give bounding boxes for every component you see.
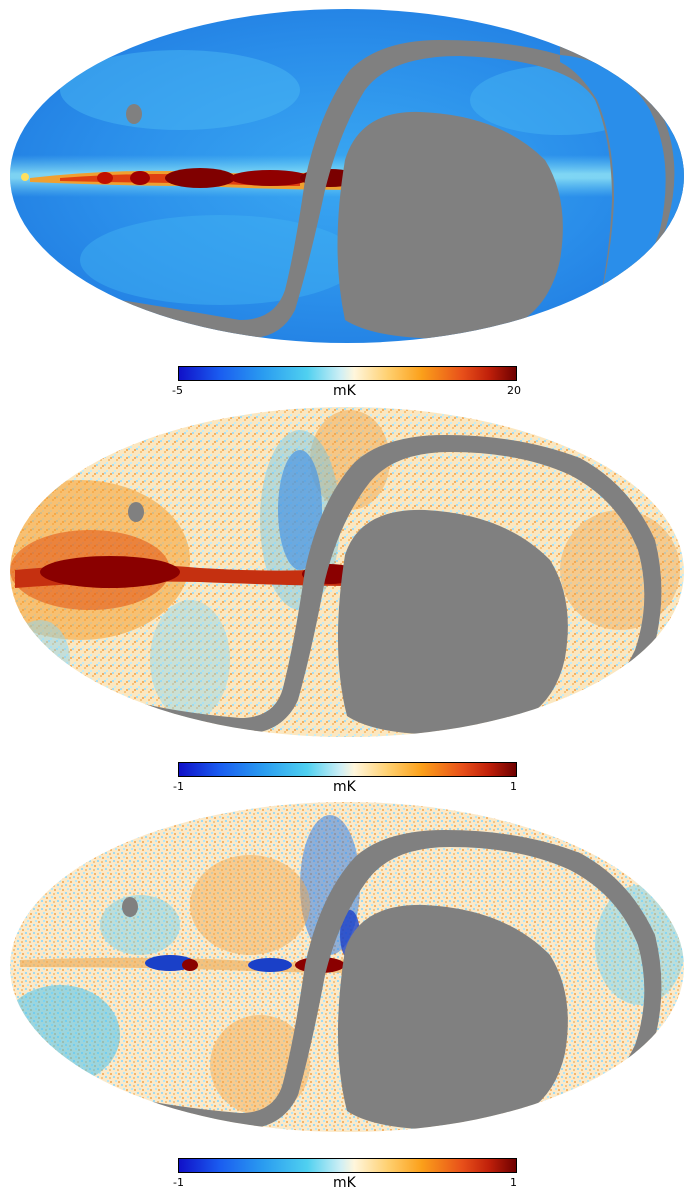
sky-map-panel-3: -1 mK 1 <box>0 795 693 1200</box>
colorbar-max-label: 20 <box>507 384 521 397</box>
colorbar-unit-label: mK <box>333 1175 356 1191</box>
sky-map-intensity <box>10 9 684 343</box>
colorbar-max-label: 1 <box>510 1176 517 1189</box>
colorbar-gradient <box>178 366 517 381</box>
colorbar-max-label: 1 <box>510 780 517 793</box>
colorbar-gradient <box>178 762 517 777</box>
colorbar-unit-label: mK <box>333 383 356 399</box>
colorbar-1: -5 mK 20 <box>0 366 693 406</box>
colorbar-3: -1 mK 1 <box>0 1158 693 1198</box>
colorbar-2: -1 mK 1 <box>0 762 693 802</box>
sky-map-panel-2: -1 mK 1 <box>0 400 693 800</box>
sky-map-panel-1: -5 mK 20 <box>0 0 693 405</box>
colorbar-unit-label: mK <box>333 779 356 795</box>
sky-map-polarization-q <box>10 407 684 737</box>
sky-map-polarization-u <box>10 802 684 1132</box>
colorbar-min-label: -1 <box>173 780 184 793</box>
colorbar-min-label: -1 <box>173 1176 184 1189</box>
colorbar-min-label: -5 <box>172 384 183 397</box>
colorbar-gradient <box>178 1158 517 1173</box>
